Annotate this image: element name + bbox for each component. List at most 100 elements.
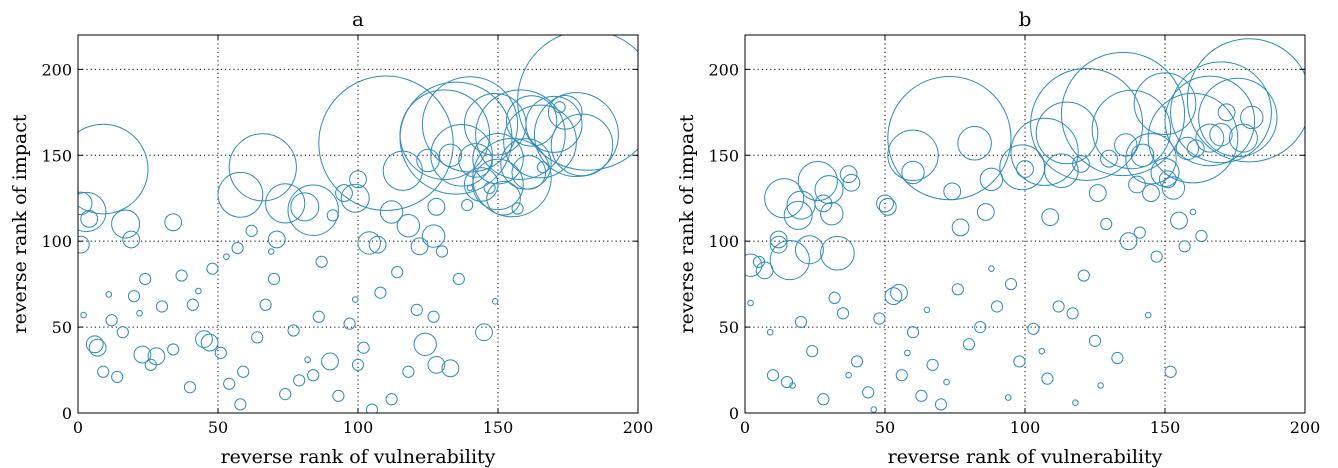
data-point — [318, 75, 454, 211]
data-point — [1035, 101, 1099, 165]
data-point — [475, 89, 566, 180]
data-point — [1044, 153, 1079, 189]
x-tick-label: 100 — [343, 418, 374, 437]
data-point — [1060, 51, 1186, 177]
data-point — [1161, 176, 1186, 200]
data-point — [396, 214, 421, 238]
data-point — [873, 312, 886, 325]
data-point — [1195, 229, 1208, 243]
data-point — [1072, 154, 1090, 173]
data-point — [1088, 334, 1102, 347]
data-point — [483, 181, 496, 195]
data-point — [195, 330, 213, 349]
data-point — [85, 335, 104, 354]
data-point — [472, 158, 524, 211]
data-point — [267, 272, 281, 286]
y-tick-label: 100 — [41, 232, 72, 251]
data-point — [974, 320, 987, 334]
data-point — [223, 377, 236, 390]
x-tick-label: 50 — [875, 418, 895, 437]
x-tick-label: 0 — [740, 418, 750, 437]
data-point — [906, 326, 920, 339]
data-point — [340, 183, 370, 213]
data-point — [332, 389, 345, 402]
data-point — [783, 200, 813, 230]
data-point — [1144, 311, 1152, 319]
data-point — [1119, 232, 1138, 251]
y-tick-label: 100 — [708, 232, 739, 251]
panel-a-title: a — [352, 7, 364, 31]
data-point — [766, 369, 780, 382]
panel-a-y-axis-label: reverse rank of impact — [9, 114, 31, 333]
data-point — [1041, 208, 1060, 227]
x-tick-label: 50 — [208, 418, 228, 437]
data-point — [144, 358, 157, 371]
data-point — [814, 194, 833, 213]
data-point — [351, 296, 359, 303]
y-tick-label: 150 — [708, 146, 739, 165]
data-point — [399, 89, 491, 180]
data-point — [747, 299, 754, 307]
data-point — [374, 286, 387, 299]
data-point — [463, 167, 499, 202]
data-point — [287, 184, 339, 236]
data-point — [111, 370, 124, 384]
data-point — [259, 298, 272, 311]
data-point — [797, 160, 838, 202]
panel-b-title: b — [1019, 7, 1032, 31]
data-point — [895, 369, 908, 382]
data-point — [267, 230, 286, 249]
data-point — [88, 338, 107, 357]
panel-a-gridlines — [78, 35, 638, 413]
data-point — [828, 291, 841, 304]
data-point — [988, 265, 995, 272]
data-point — [80, 311, 87, 319]
data-point — [943, 182, 962, 201]
data-point — [410, 303, 423, 317]
data-point — [1175, 136, 1200, 161]
data-point — [385, 393, 398, 406]
data-point — [752, 255, 766, 268]
data-point — [438, 143, 463, 167]
data-point — [1004, 394, 1012, 401]
data-point — [979, 167, 1004, 192]
data-point — [1010, 117, 1079, 186]
data-point — [105, 291, 113, 298]
data-point — [1178, 240, 1191, 253]
panel-b: b reverse rank of vulnerability reverse … — [676, 7, 1320, 468]
data-point — [870, 406, 878, 413]
data-point — [307, 369, 320, 382]
data-point — [862, 386, 875, 399]
data-point — [820, 235, 855, 271]
data-point — [97, 365, 110, 378]
data-point — [1052, 300, 1065, 313]
data-point — [553, 101, 566, 114]
data-point — [228, 133, 297, 202]
data-point — [957, 125, 992, 161]
data-point — [951, 218, 970, 237]
data-point — [287, 324, 300, 337]
data-point — [183, 381, 197, 394]
data-point — [231, 241, 244, 255]
data-point — [962, 338, 976, 351]
data-point — [943, 378, 950, 386]
data-point — [116, 326, 129, 339]
data-point — [1125, 133, 1177, 185]
data-point — [1091, 89, 1172, 170]
data-point — [365, 403, 379, 413]
data-point — [410, 237, 429, 256]
data-point — [427, 355, 446, 374]
data-point — [290, 192, 320, 222]
x-tick-label: 150 — [1150, 418, 1181, 437]
data-point — [1027, 322, 1040, 335]
data-point — [887, 129, 939, 181]
y-tick-label: 50 — [719, 318, 739, 337]
y-tick-label: 200 — [708, 60, 739, 79]
data-point — [335, 184, 353, 202]
data-point — [349, 170, 367, 189]
data-point — [1150, 157, 1180, 187]
data-point — [382, 150, 423, 191]
data-point — [1100, 149, 1118, 168]
x-tick-label: 200 — [1290, 418, 1321, 437]
data-point — [806, 345, 819, 358]
